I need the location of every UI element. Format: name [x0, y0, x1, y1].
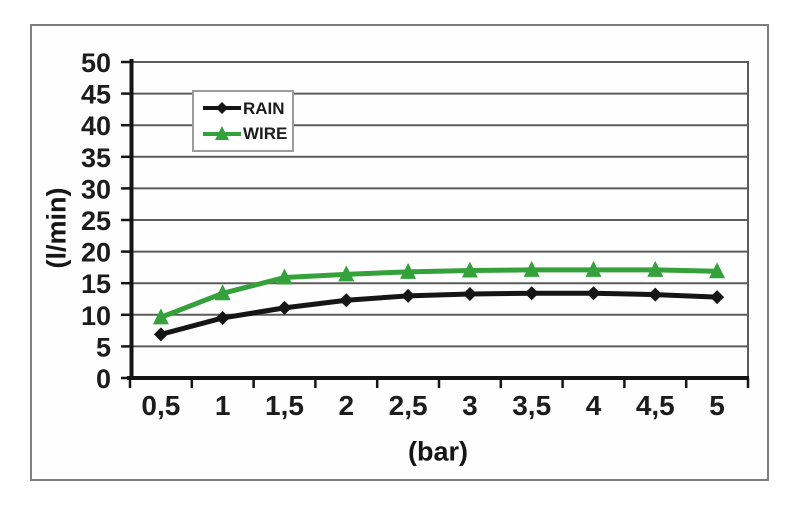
x-tick-label: 2	[339, 390, 355, 421]
series-marker-wire	[276, 268, 293, 285]
x-tick-label: 4,5	[636, 390, 675, 421]
y-tick-label: 25	[81, 206, 111, 236]
y-tick-label: 40	[81, 111, 111, 141]
series-marker-wire	[461, 261, 478, 278]
legend-label: RAIN	[243, 98, 285, 118]
series-marker-rain	[401, 288, 416, 303]
x-axis-title: (bar)	[408, 436, 468, 467]
triangle-marker-icon	[203, 125, 241, 140]
y-tick-label: 35	[81, 143, 111, 173]
series-marker-wire	[585, 260, 602, 277]
x-tick-label: 3,5	[512, 390, 551, 421]
y-tick-label: 0	[96, 364, 111, 394]
series-marker-wire	[338, 265, 355, 282]
y-axis-title: (l/min)	[41, 187, 72, 269]
x-tick-label: 0,5	[141, 390, 180, 421]
diamond-marker-icon	[203, 102, 241, 115]
series-marker-wire	[709, 262, 726, 279]
series-marker-wire	[152, 308, 169, 325]
legend-entry-wire: WIRE	[203, 125, 292, 143]
y-tick-label: 10	[81, 301, 111, 331]
legend-label: WIRE	[243, 124, 288, 144]
series-marker-rain	[710, 290, 725, 305]
series-line-wire	[158, 267, 720, 320]
x-tick-label: 5	[709, 390, 725, 421]
series-marker-rain	[524, 286, 539, 301]
x-tick-label: 1,5	[265, 390, 304, 421]
series-marker-wire	[523, 260, 540, 277]
series-marker-rain	[586, 286, 601, 301]
x-tick-label: 3	[462, 390, 478, 421]
series-line-rain	[158, 290, 720, 337]
series-marker-rain	[277, 300, 292, 315]
legend: RAIN WIRE	[192, 90, 294, 152]
y-tick-label: 5	[96, 332, 111, 362]
series-marker-rain	[215, 310, 230, 325]
y-tick-label: 50	[81, 48, 111, 78]
series-marker-rain	[462, 286, 477, 301]
series-marker-rain	[153, 327, 168, 342]
series-marker-wire	[647, 260, 664, 277]
series-marker-wire	[400, 262, 417, 279]
x-tick-label: 1	[215, 390, 231, 421]
y-tick-label: 45	[81, 80, 111, 110]
y-tick-label: 15	[81, 269, 111, 299]
series-marker-rain	[339, 293, 354, 308]
x-tick-label: 2,5	[389, 390, 428, 421]
y-tick-label: 20	[81, 238, 111, 268]
series-marker-wire	[214, 284, 231, 301]
y-tick-label: 30	[81, 174, 111, 204]
series-marker-rain	[648, 287, 663, 302]
x-tick-label: 4	[586, 390, 602, 421]
legend-entry-rain: RAIN	[203, 99, 292, 117]
